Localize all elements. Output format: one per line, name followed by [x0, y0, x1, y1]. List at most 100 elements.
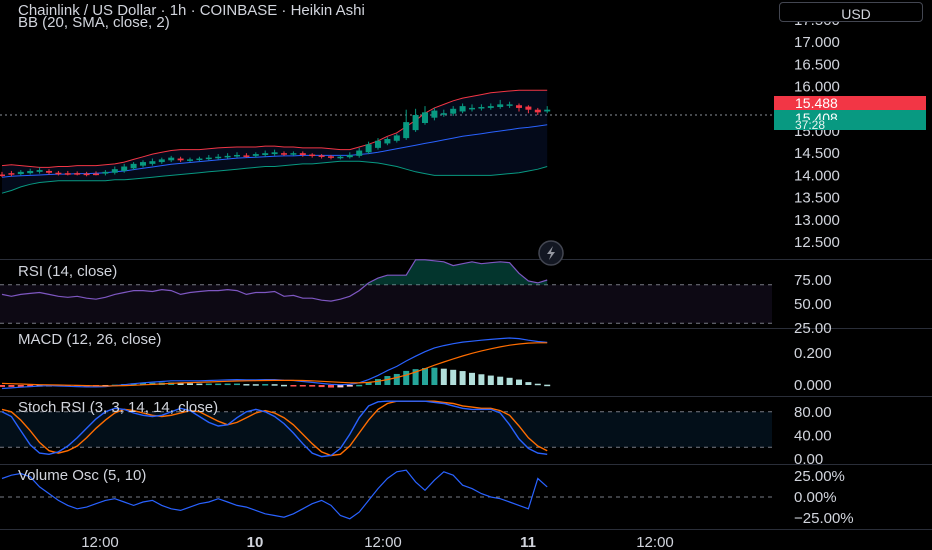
candle-body [506, 104, 513, 106]
candle-body [299, 153, 306, 155]
candle-body [168, 157, 175, 161]
bb-indicator-label[interactable]: BB (20, SMA, close, 2) [18, 14, 170, 31]
candle-body [440, 113, 447, 115]
candle-body [205, 157, 212, 160]
macd-histogram-bar [346, 385, 353, 387]
macd-histogram-bar [506, 377, 513, 385]
candle-body [281, 153, 287, 155]
main-price-pane[interactable] [0, 89, 774, 266]
candle-body [516, 105, 522, 108]
bb-basis-line [1, 124, 548, 178]
candle-body [46, 170, 52, 173]
macd-histogram-bar [299, 385, 306, 387]
candle-body [243, 155, 250, 157]
macd-histogram-bar [309, 385, 316, 387]
candle-body [497, 104, 504, 108]
macd-histogram-bar [140, 382, 146, 385]
candle-body [450, 108, 457, 114]
candle-body [384, 138, 391, 144]
macd-histogram-bar [243, 384, 250, 386]
stoch-band-fill [0, 411, 772, 448]
macd-histogram-bar [356, 384, 363, 387]
candle-body [8, 173, 15, 175]
macd-histogram-bar [393, 373, 400, 385]
candle-body [111, 169, 118, 173]
price-axis[interactable]: 17.50017.00016.50016.00015.50015.00014.5… [794, 12, 840, 251]
currency-button[interactable]: USD [779, 2, 923, 22]
macd-histogram-bar [290, 385, 297, 387]
macd-histogram-bar [431, 367, 438, 385]
indicator-axes[interactable]: 75.00 50.00 25.00 0.200 0.000 80.00 40.00 0.002… [794, 272, 854, 527]
candle-body [36, 170, 43, 172]
time-tick-label: 12:00 [636, 534, 674, 550]
candle-body [478, 107, 485, 109]
macd-title: MACD (12, 26, close) [18, 331, 161, 348]
price-tick-label: 12.500 [794, 234, 840, 251]
stoch-k-line [1, 400, 548, 458]
time-axis[interactable]: 12:00 10 12:00 11 12:00 [81, 534, 674, 550]
macd-histogram-bar [459, 371, 466, 385]
time-tick-label: 12:00 [364, 534, 402, 550]
candle-body [102, 171, 109, 174]
last-price-badge: 15.488 [774, 96, 926, 110]
lightning-icon[interactable] [538, 240, 564, 266]
candle-body [0, 174, 5, 177]
bb-lower-line [1, 160, 548, 194]
macd-histogram-bar [422, 368, 428, 385]
rsi-tick-label: 25.00 [794, 320, 832, 337]
symbol-title[interactable]: Chainlink / US Dollar · 1h · COINBASE · … [18, 2, 365, 19]
stoch-tick-label: 40.00 [794, 427, 832, 444]
macd-histogram-bar [478, 374, 485, 385]
volume-osc-title: Volume Osc (5, 10) [18, 467, 146, 484]
candle-body [318, 155, 325, 157]
price-tick-label: 16.000 [794, 79, 840, 96]
bb-band-fill [2, 90, 548, 194]
macd-histogram-bar [534, 383, 541, 386]
time-tick-label: 12:00 [81, 534, 119, 550]
price-tick-label: 14.000 [794, 167, 840, 184]
time-tick-label: 10 [247, 534, 264, 550]
candle-body [534, 109, 541, 113]
price-tick-label: 13.500 [794, 190, 840, 207]
volume-osc-pane[interactable]: Volume Osc (5, 10) [0, 467, 772, 520]
candles-group [0, 99, 551, 178]
candle-body [177, 158, 184, 161]
candle-body [262, 153, 269, 155]
macd-histogram-bar [412, 369, 419, 385]
rsi-tick-label: 75.00 [794, 272, 832, 289]
macd-histogram-bar [271, 384, 278, 386]
candle-body [412, 115, 419, 131]
macd-histogram-bar [497, 376, 504, 385]
candle-body [365, 144, 372, 153]
stoch-title: Stoch RSI (3, 3, 14, 14, close) [18, 399, 218, 416]
time-tick-label: 11 [520, 534, 536, 550]
macd-histogram-bar [0, 385, 5, 387]
candle-body [149, 161, 156, 164]
macd-histogram-bar [187, 383, 193, 385]
macd-histogram-bar [205, 383, 212, 386]
countdown-badge: 37:28 [774, 120, 926, 130]
macd-pane[interactable]: MACD (12, 26, close) [0, 331, 551, 390]
macd-histogram-bar [234, 383, 240, 386]
bb-upper-line [1, 89, 548, 168]
candle-body [525, 106, 532, 110]
volume-osc-tick-label: −25.00% [794, 510, 854, 527]
stoch-rsi-pane[interactable]: Stoch RSI (3, 3, 14, 14, close) [0, 399, 772, 458]
candle-body [375, 140, 381, 148]
candle-body [403, 122, 410, 139]
macd-histogram-bar [224, 383, 231, 386]
rsi-pane[interactable]: RSI (14, close) [0, 259, 772, 324]
macd-histogram-bar [403, 370, 410, 385]
candle-body [469, 107, 475, 110]
macd-histogram-bar [450, 369, 457, 385]
macd-histogram-bar [375, 379, 381, 385]
rsi-tick-label: 50.00 [794, 296, 832, 313]
macd-tick-label: 0.000 [794, 377, 832, 394]
macd-histogram-bar [262, 384, 269, 386]
candle-body [187, 159, 193, 161]
macd-histogram-bar [27, 385, 34, 387]
macd-histogram-bar [365, 382, 372, 385]
candle-body [487, 106, 494, 108]
macd-line [1, 337, 548, 390]
